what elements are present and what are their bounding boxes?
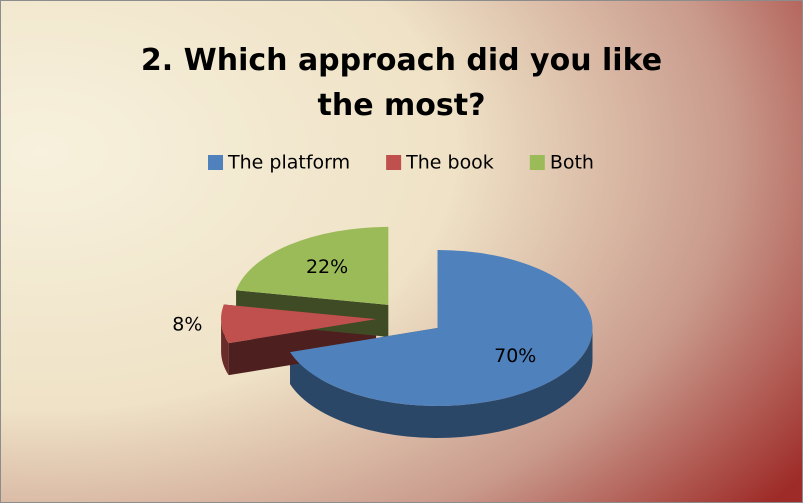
labels: 70% 8% 22% bbox=[172, 256, 536, 367]
legend-swatch bbox=[208, 155, 224, 170]
pie-slice bbox=[290, 249, 593, 406]
legend-label: Both bbox=[550, 152, 594, 174]
legend-swatch bbox=[529, 155, 545, 170]
pie-slice bbox=[221, 304, 377, 344]
pie-slice bbox=[236, 226, 389, 305]
pie-tops bbox=[221, 226, 593, 406]
legend-label: The platform bbox=[227, 152, 350, 174]
legend-label: The book bbox=[405, 152, 494, 174]
legend: The platform The book Both bbox=[208, 152, 594, 174]
data-label: 8% bbox=[172, 314, 202, 336]
chart-title: 2. Which approach did you like the most? bbox=[140, 43, 663, 123]
slice-side bbox=[221, 319, 229, 376]
data-label: 70% bbox=[494, 345, 536, 367]
slice-side bbox=[290, 327, 593, 438]
data-label: 22% bbox=[306, 256, 348, 278]
legend-swatch bbox=[386, 155, 402, 170]
